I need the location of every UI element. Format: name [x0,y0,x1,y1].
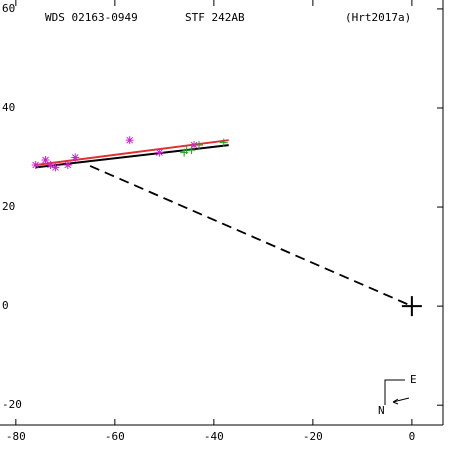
y-tick-label: 20 [2,200,15,213]
observation [51,163,60,172]
compass-east: E [410,373,417,386]
y-tick-label: 0 [2,299,9,312]
y-tick-label: -20 [2,398,22,411]
y-tick-label: 60 [2,2,15,15]
fit-line [35,139,229,166]
observation [71,153,80,162]
separation-line [89,165,413,307]
observation [46,160,55,169]
primary-star [401,296,422,317]
x-tick-label: -20 [303,430,323,443]
observation [41,155,50,164]
chart-title: WDS 02163-0949 [45,11,138,24]
observation [155,148,164,157]
x-tick-label: 0 [409,430,416,443]
observation [63,160,72,169]
compass [384,379,405,405]
y-tick-label: 40 [2,101,15,114]
chart-subtitle: STF 242AB [185,11,245,24]
x-tick-label: -40 [204,430,224,443]
x-tick-label: -80 [6,430,26,443]
x-tick-label: -60 [105,430,125,443]
observation [187,146,196,155]
reference: (Hrt2017a) [345,11,411,24]
fit-line [35,144,229,169]
observation [31,160,40,169]
observation [190,141,199,150]
observation [219,138,228,147]
observation [125,136,134,145]
compass-arrow [392,397,410,405]
compass-north: N [378,404,385,417]
observation [195,141,204,150]
